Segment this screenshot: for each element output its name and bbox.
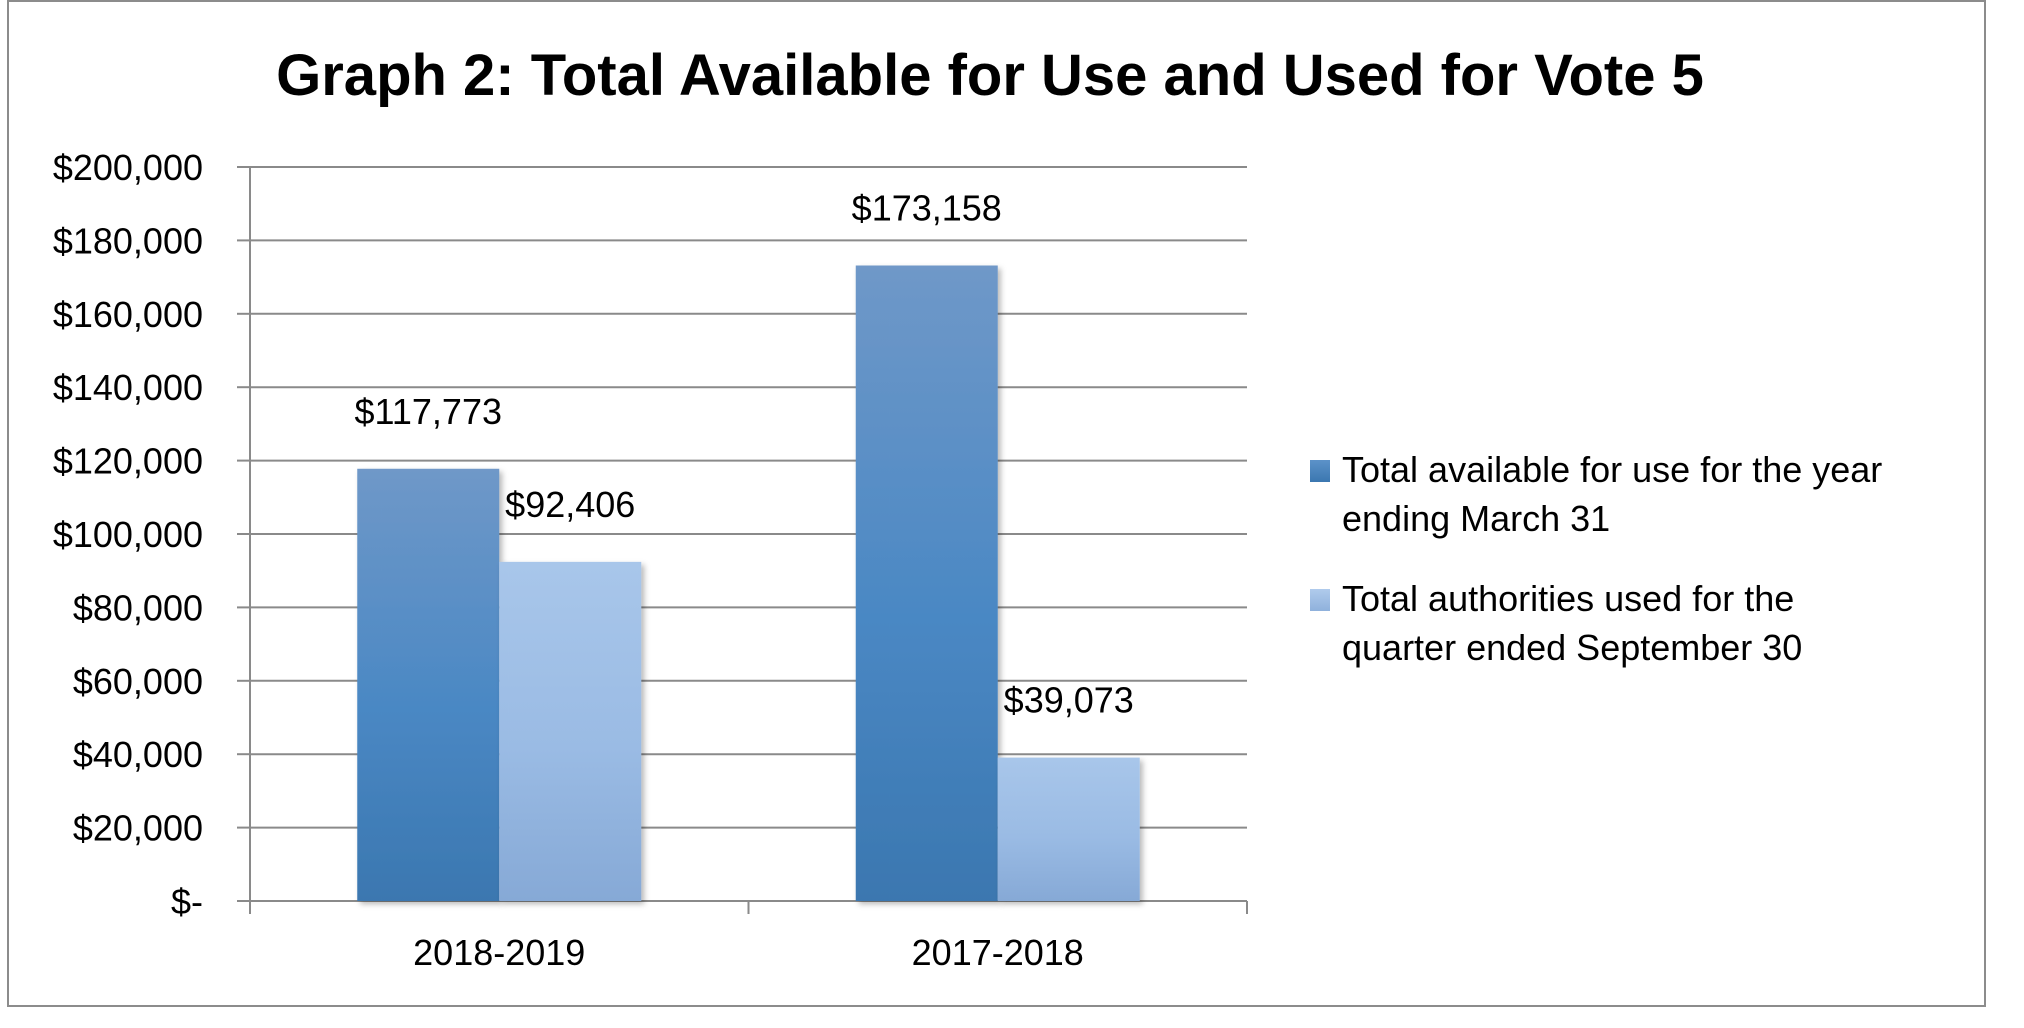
legend-label-used-line1: Total authorities used for the [1342,578,1794,619]
legend-entry-used: Total authorities used for the quarter e… [1310,578,1802,668]
bars [357,265,1140,901]
y-tick-label-0: $- [171,881,203,922]
bar-series1-2017-2018 [997,757,1140,901]
bar-series0-2017-2018 [855,265,998,901]
bar-series0-2018-2019 [357,468,500,901]
data-label-series1-2017-2018: $39,073 [1004,680,1134,721]
legend-label-available-line1: Total available for use for the year [1342,449,1882,490]
y-tick-label-8: $160,000 [53,294,203,335]
bar-series1-2018-2019 [499,561,642,901]
data-label-series1-2018-2019: $92,406 [505,484,635,525]
legend-label-available-line2: ending March 31 [1342,498,1610,539]
data-labels: $117,773 $92,406 $173,158 $39,073 [355,188,1134,721]
data-label-series0-2017-2018: $173,158 [852,188,1002,229]
legend: Total available for use for the year end… [1310,449,1882,668]
y-tick-label-2: $40,000 [73,734,203,775]
x-axis-tick-labels: 2018-2019 2017-2018 [413,932,1084,973]
y-axis-tick-labels: $- $20,000 $40,000 $60,000 $80,000 $100,000 $1… [53,147,203,922]
data-label-series0-2018-2019: $117,773 [355,391,502,432]
legend-label-used-line2: quarter ended September 30 [1342,627,1802,668]
legend-entry-available: Total available for use for the year end… [1310,449,1882,539]
y-tick-label-4: $80,000 [73,587,203,628]
legend-swatch-used [1310,589,1330,611]
x-tick-label-2018-2019: 2018-2019 [413,932,585,973]
chart-title: Graph 2: Total Available for Use and Use… [276,43,1704,108]
y-tick-label-1: $20,000 [73,808,203,849]
y-tick-label-7: $140,000 [53,367,203,408]
y-tick-label-9: $180,000 [53,220,203,261]
y-tick-label-10: $200,000 [53,147,203,188]
y-tick-label-6: $120,000 [53,441,203,482]
legend-swatch-available [1310,460,1330,482]
x-tick-label-2017-2018: 2017-2018 [912,932,1084,973]
y-tick-label-5: $100,000 [53,514,203,555]
y-tick-label-3: $60,000 [73,661,203,702]
